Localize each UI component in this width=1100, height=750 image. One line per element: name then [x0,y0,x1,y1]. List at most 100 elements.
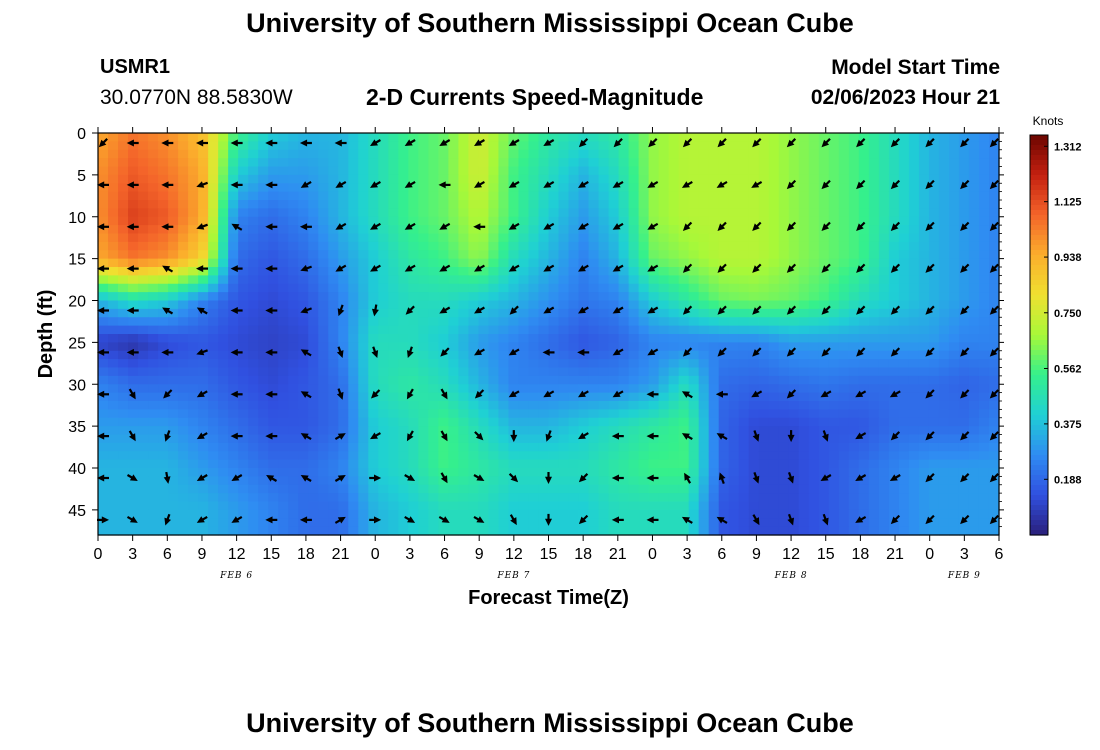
heatmap-cell [558,484,570,494]
heatmap-cell [628,325,640,335]
heatmap-cell [608,200,620,209]
arrow-head [439,139,448,146]
vector-arrow [577,348,590,356]
heatmap-cell [788,409,800,419]
arrow-head [196,474,205,481]
heatmap-cell [508,241,520,251]
heatmap-cell [578,275,590,285]
heatmap-cell [968,292,980,302]
heatmap-cell [508,200,520,209]
heatmap-cell [418,250,429,260]
heatmap-cell [788,442,800,452]
arrow-head [162,307,171,315]
heatmap-cell [878,191,890,201]
heatmap-cell [668,158,680,168]
heatmap-cell [708,300,720,310]
heatmap-cell [658,367,670,377]
heatmap-cell [928,409,940,419]
heatmap-cell [428,325,439,335]
heatmap-cell [378,509,389,519]
heatmap-cell [248,484,259,494]
heatmap-cell [958,133,970,142]
arrow-head [856,265,864,273]
heatmap-cell [928,342,940,352]
heatmap-cell [218,267,229,276]
heatmap-cell [398,476,409,486]
heatmap-cell [358,501,369,511]
heatmap-cell [678,417,690,427]
arrow-head [543,223,552,230]
heatmap-cell [208,367,219,377]
heatmap-cell [238,241,249,251]
heatmap-cell [228,308,239,318]
heatmap-cell [288,275,299,285]
heatmap-cell [508,476,520,486]
arrow-head [196,432,205,440]
heatmap-cell [328,501,339,511]
heatmap-cell [368,509,379,519]
heatmap-cell [298,133,309,142]
heatmap-cell [528,375,540,385]
heatmap-cell [308,476,319,486]
heatmap-cell [828,158,840,168]
heatmap-cell [698,283,710,293]
heatmap-cell [248,308,259,318]
heatmap-cell [568,476,580,486]
heatmap-cell [408,375,419,385]
heatmap-cell [328,158,339,168]
arrow-head [371,350,379,358]
heatmap-cell [598,267,610,276]
heatmap-cell [898,334,910,343]
heatmap-cell [208,442,219,452]
arrow-head [856,307,864,315]
heatmap-cell [798,133,810,142]
heatmap-cell [408,468,419,477]
heatmap-cell [278,149,289,159]
vector-arrow [230,139,243,147]
arrow-head [890,139,899,148]
heatmap-cell [608,191,620,201]
heatmap-cell [278,183,289,193]
heatmap-cell [598,417,610,427]
heatmap-cell [448,133,459,142]
heatmap-cell [708,476,720,486]
heatmap-cell [988,334,1000,343]
heatmap-cell [318,191,329,201]
heatmap-cell [188,191,199,201]
heatmap-cell [638,401,650,410]
heatmap-cell [658,275,670,285]
heatmap-cell [898,216,910,226]
heatmap-cell [868,258,880,268]
heatmap-cell [268,200,279,209]
heatmap-cell [528,200,540,209]
vector-arrow [300,391,312,399]
heatmap-cell [398,308,409,318]
heatmap-cell [748,200,760,209]
vector-arrow [126,181,139,189]
heatmap-cell [418,191,429,201]
heatmap-cell [848,133,860,142]
heatmap-cell [378,308,389,318]
heatmap-cell [138,384,149,394]
heatmap-cell [268,191,279,201]
heatmap-cell [268,334,279,343]
heatmap-cell [638,501,650,511]
heatmap-cell [478,225,490,235]
heatmap-cell [588,350,600,360]
heatmap-cell [738,275,750,285]
heatmap-cell [918,392,930,402]
heatmap-cell [618,342,630,352]
heatmap-cell [368,267,379,276]
vector-arrow [682,347,693,357]
heatmap-cell [488,401,500,410]
heatmap-cell [228,208,239,218]
heatmap-cell [198,275,209,285]
heatmap-cell [868,493,880,503]
heatmap-cell [158,241,169,251]
heatmap-cell [628,442,640,452]
heatmap-cell [128,359,139,369]
heatmap-cell [478,342,490,352]
heatmap-cell [688,350,700,360]
heatmap-cell [898,241,910,251]
heatmap-cell [898,509,910,519]
